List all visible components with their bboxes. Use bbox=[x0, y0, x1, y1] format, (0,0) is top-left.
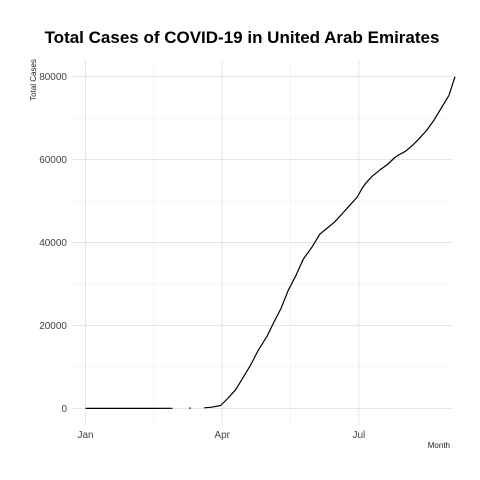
y-tick-label: 60000 bbox=[39, 155, 67, 166]
y-tick-label: 20000 bbox=[39, 321, 67, 332]
y-axis-label: Total Cases bbox=[29, 59, 38, 101]
x-axis-ticks: Jan Apr Jul bbox=[77, 430, 365, 441]
x-tick-label: Apr bbox=[214, 430, 230, 441]
x-tick-label: Jan bbox=[77, 430, 93, 441]
grid bbox=[72, 60, 452, 425]
y-tick-label: 40000 bbox=[39, 238, 67, 249]
x-tick-label: Jul bbox=[352, 430, 365, 441]
chart-title: Total Cases of COVID-19 in United Arab E… bbox=[45, 28, 440, 47]
series-group bbox=[85, 76, 456, 409]
x-axis-label: Month bbox=[428, 441, 450, 450]
y-axis-ticks: 0 20000 40000 60000 80000 bbox=[39, 72, 67, 415]
series-line bbox=[204, 94, 450, 409]
series-line bbox=[448, 76, 456, 96]
y-tick-label: 80000 bbox=[39, 72, 67, 83]
y-tick-label: 0 bbox=[61, 404, 67, 415]
